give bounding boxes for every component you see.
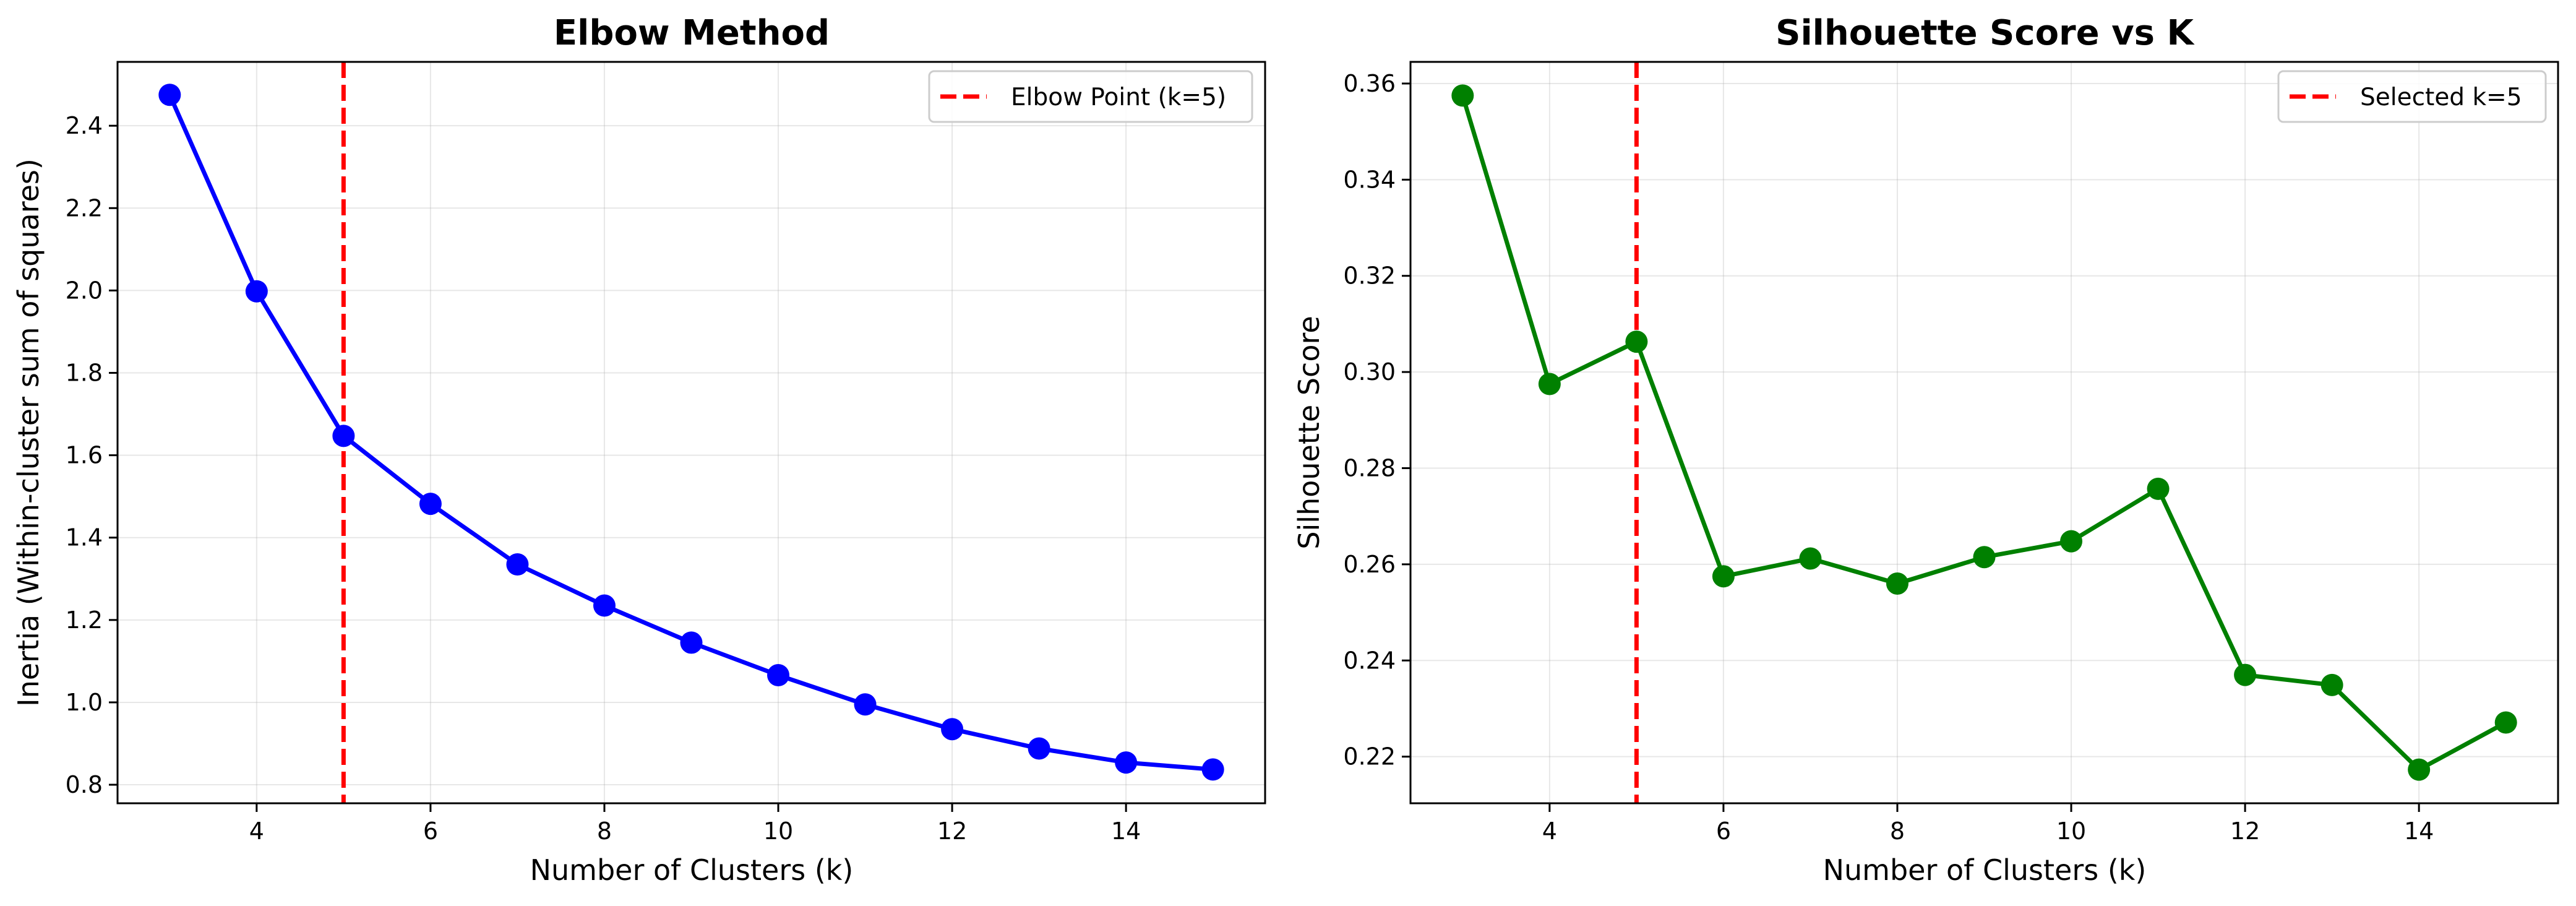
elbow-data-point: [593, 594, 616, 617]
silhouette-y-tick-label: 0.36: [1343, 70, 1396, 97]
elbow-ticks: 4 6 8 10 12 14 0.8 1.0 1.2 1.4 1.6 1.8 2.0 2.2 2.4: [66, 112, 1141, 845]
silhouette-x-tick-label: 10: [2056, 818, 2086, 845]
silhouette-x-tick-label: 14: [2404, 818, 2434, 845]
silhouette-series-line: [1460, 95, 2507, 772]
elbow-y-tick-label: 1.2: [66, 606, 103, 634]
elbow-data-point: [941, 718, 964, 741]
elbow-data-point: [506, 553, 529, 576]
silhouette-data-point: [1973, 546, 1996, 569]
silhouette-series: [1451, 84, 2517, 781]
elbow-x-tick-label: 14: [1111, 818, 1141, 845]
elbow-y-tick-label: 1.8: [66, 359, 103, 386]
elbow-data-point: [854, 693, 877, 716]
silhouette-x-tick-label: 6: [1716, 818, 1731, 845]
elbow-y-tick-label: 2.2: [66, 194, 103, 222]
elbow-y-tick-label: 1.4: [66, 524, 103, 551]
silhouette-y-tick-label: 0.22: [1343, 743, 1396, 770]
silhouette-grid: [1410, 62, 2558, 803]
silhouette-x-tick-label: 4: [1542, 818, 1557, 845]
silhouette-y-tick-label: 0.34: [1343, 166, 1396, 193]
silhouette-y-tick-label: 0.28: [1343, 454, 1396, 481]
silhouette-legend: Selected k=5: [2277, 70, 2547, 123]
elbow-data-point: [332, 425, 355, 447]
silhouette-chart-title: Silhouette Score vs K: [1775, 13, 2195, 53]
silhouette-chart: Silhouette Score vs K 4 6 8 10 12 14 0.22 0.24 0…: [1292, 13, 2559, 887]
silhouette-data-point: [2147, 477, 2170, 500]
elbow-y-tick-label: 1.0: [66, 689, 103, 716]
elbow-chart: Elbow Method 4 6 8 10 12 14 0.8 1.0 1.2 1.4 1.6 1.8…: [12, 13, 1266, 887]
silhouette-x-tick-label: 12: [2230, 818, 2260, 845]
silhouette-data-point: [2060, 530, 2083, 553]
elbow-x-tick-label: 10: [763, 818, 793, 845]
elbow-chart-title: Elbow Method: [554, 13, 830, 53]
silhouette-data-point: [1538, 373, 1561, 395]
silhouette-y-axis-label: Silhouette Score: [1292, 316, 1326, 549]
silhouette-data-point: [1625, 330, 1648, 353]
silhouette-data-point: [1886, 572, 1908, 595]
silhouette-y-tick-label: 0.30: [1343, 358, 1396, 386]
silhouette-data-point: [2321, 673, 2343, 696]
elbow-data-point: [680, 631, 703, 654]
silhouette-data-point: [1799, 547, 1822, 570]
silhouette-plot-frame: [1409, 61, 2559, 805]
elbow-legend-box: [928, 70, 1253, 123]
elbow-legend-label: Elbow Point (k=5): [1011, 84, 1226, 111]
silhouette-data-point: [2234, 663, 2257, 686]
elbow-plot-frame: [116, 61, 1266, 805]
silhouette-data-point: [1712, 565, 1735, 588]
elbow-y-tick-label: 0.8: [66, 771, 103, 798]
elbow-data-point: [767, 664, 790, 687]
silhouette-legend-box: [2277, 70, 2547, 123]
silhouette-y-tick-label: 0.32: [1343, 262, 1396, 290]
elbow-y-tick-label: 2.4: [66, 112, 103, 139]
elbow-legend: Elbow Point (k=5): [928, 70, 1253, 123]
elbow-y-tick-label: 2.0: [66, 277, 103, 304]
silhouette-data-point: [2408, 758, 2431, 781]
elbow-data-point: [245, 280, 268, 303]
elbow-grid: [118, 62, 1265, 803]
elbow-x-tick-label: 4: [249, 818, 264, 845]
silhouette-data-point: [2494, 711, 2517, 734]
elbow-x-tick-label: 12: [937, 818, 967, 845]
elbow-data-point: [1028, 737, 1050, 760]
silhouette-legend-label: Selected k=5: [2360, 84, 2522, 111]
elbow-series: [158, 84, 1224, 781]
silhouette-x-tick-label: 8: [1890, 818, 1905, 845]
elbow-data-point: [158, 84, 181, 106]
silhouette-data-point: [1451, 84, 1474, 107]
elbow-data-point: [1115, 751, 1138, 774]
silhouette-ticks: 4 6 8 10 12 14 0.22 0.24 0.26 0.28 0.30 0.32 0.34 0.3…: [1343, 70, 2434, 845]
elbow-series-line: [168, 93, 1213, 772]
silhouette-y-tick-label: 0.24: [1343, 647, 1396, 674]
elbow-data-point: [419, 493, 442, 516]
elbow-x-tick-label: 8: [597, 818, 612, 845]
elbow-x-axis-label: Number of Clusters (k): [530, 853, 854, 887]
elbow-data-point: [1201, 758, 1224, 781]
silhouette-y-tick-label: 0.26: [1343, 551, 1396, 578]
elbow-y-axis-label: Inertia (Within-cluster sum of squares): [12, 158, 45, 707]
elbow-x-tick-label: 6: [423, 818, 438, 845]
elbow-y-tick-label: 1.6: [66, 442, 103, 469]
silhouette-x-axis-label: Number of Clusters (k): [1823, 853, 2147, 887]
